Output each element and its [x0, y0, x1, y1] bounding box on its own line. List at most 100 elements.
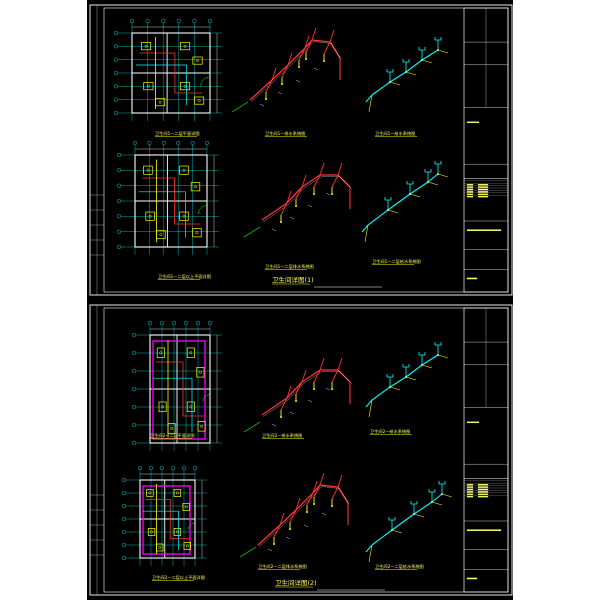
vent-stack [287, 52, 293, 66]
water-supply-system-view [365, 481, 453, 563]
drainage-system-view [239, 472, 350, 558]
fixture-drain [146, 168, 150, 172]
grid-bubble [113, 31, 118, 36]
drain-branch [313, 174, 321, 188]
view-caption: 卫生间2—二层排水系统图 [258, 563, 307, 570]
fixture [186, 401, 195, 413]
fixture [190, 182, 201, 192]
inlet-riser [364, 224, 369, 243]
fixture-drain [158, 546, 162, 549]
fixture [145, 211, 155, 221]
vent-stack [286, 385, 292, 399]
water-supply-system-view [365, 342, 449, 418]
view-caption: 卫生间2—排水系统图 [262, 432, 302, 439]
fixture-outlet [331, 193, 333, 195]
sheet-border [89, 4, 513, 296]
view-caption: 卫生间2—二层以上平面详图 [152, 574, 205, 581]
fixture [196, 367, 205, 378]
fixture-drain [159, 351, 163, 355]
branch-pipe [391, 529, 403, 534]
branch-pipe [437, 49, 449, 54]
vent-stack [301, 174, 307, 188]
leader-tick [307, 204, 313, 208]
fixture [197, 421, 206, 432]
title-field [477, 183, 489, 186]
fixture-outlet [305, 58, 307, 60]
branch-pipe [413, 513, 425, 518]
supply-pipe [135, 64, 187, 105]
model-space-background [87, 0, 513, 600]
toilet-room-outline [152, 340, 206, 440]
grid-bubble [131, 333, 136, 338]
fixture [141, 42, 152, 51]
title-field [477, 483, 489, 486]
drain-branch [298, 47, 306, 61]
view-caption: 卫生间2—给水系统图 [370, 428, 410, 435]
plan-view [131, 321, 222, 451]
drain-branch [280, 397, 288, 411]
vent-stack [329, 29, 335, 43]
door-swing [198, 205, 208, 215]
outlet-pipe [243, 226, 261, 238]
sheet-field [466, 577, 478, 580]
title-field [466, 183, 474, 186]
fixture [143, 82, 154, 91]
faucet [418, 47, 426, 51]
fixture-drain [183, 44, 187, 48]
door-swing [202, 394, 211, 402]
title-field [477, 488, 489, 491]
fixture-outlet [323, 60, 325, 62]
grid-bubble [116, 214, 121, 219]
supply-inlet [365, 399, 373, 408]
title-field [477, 495, 489, 498]
drainage-system-view [231, 27, 342, 113]
grid-bubble [131, 369, 136, 374]
title-field [466, 491, 474, 493]
fixture [180, 42, 191, 51]
vent-stack [337, 357, 343, 371]
grid-bubble [113, 57, 118, 62]
title-field [466, 493, 474, 495]
title-field [466, 188, 474, 191]
title-field [477, 491, 489, 493]
grid-bubble [113, 110, 118, 115]
grid-bubble [131, 351, 136, 356]
title-field [466, 486, 474, 488]
grid-bubble [121, 543, 126, 548]
project-name [466, 421, 480, 424]
grid-bubble [148, 466, 153, 471]
grid-bubble [161, 19, 166, 24]
drain-pipe [142, 177, 200, 225]
fixture-drain [146, 84, 150, 88]
fixture-drain [196, 59, 199, 63]
plan-view [113, 19, 222, 121]
faucet [386, 69, 394, 73]
grid-bubble [131, 423, 136, 428]
door-swing [188, 522, 196, 530]
grid-bubble [129, 19, 134, 24]
vent-stack [271, 67, 277, 81]
branch-pipe [405, 71, 417, 76]
grid-bubble [121, 530, 126, 535]
leader-tick [321, 512, 327, 516]
view-caption-supply_a: 卫生间2—给水系统图 [370, 428, 412, 435]
grid-bubble [170, 466, 175, 471]
drain-pipe-outline [251, 41, 342, 102]
branch-pipe [431, 501, 443, 506]
view-caption: 卫生间1—二层给水系统图 [372, 258, 421, 265]
supply-inlet [365, 544, 373, 553]
fixture-drain [161, 405, 165, 409]
faucet [410, 501, 418, 505]
faucet [402, 59, 410, 63]
fixture-drain [183, 84, 187, 88]
fixture-drain [185, 544, 189, 548]
faucet [428, 489, 436, 493]
title-field [466, 495, 474, 498]
title-field [477, 493, 489, 495]
leader-tick [259, 103, 265, 107]
drain-branch [295, 186, 303, 200]
fixture [192, 56, 203, 65]
title-field [466, 191, 474, 193]
sheet-title: 卫生间详图(2) [275, 578, 317, 587]
